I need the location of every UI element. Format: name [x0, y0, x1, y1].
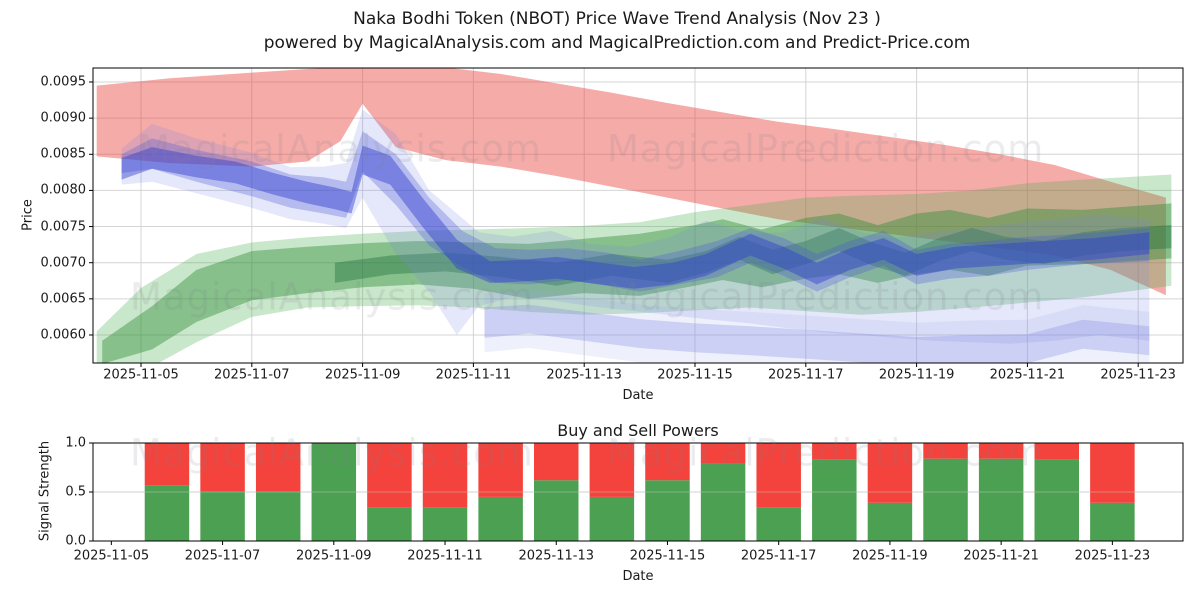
sell-bar-2025-11-22: [1034, 443, 1080, 460]
buy-bar-2025-11-21: [978, 458, 1024, 541]
sell-pressure-forecast-band: [96, 68, 1166, 296]
sell-bar-2025-11-17: [756, 443, 801, 508]
sell-bar-2025-11-10: [367, 443, 412, 508]
watermark-5: MagicalPrediction.com: [607, 431, 1045, 475]
power-xtick-2025-11-07: 2025-11-07: [184, 548, 261, 564]
price-ylabel: Price: [20, 199, 36, 231]
price-xtick-2025-11-17: 2025-11-17: [768, 367, 844, 383]
sell-bar-2025-11-13: [534, 443, 579, 481]
buy-bar-2025-11-08: [255, 492, 301, 541]
power-xtick-2025-11-19: 2025-11-19: [852, 548, 928, 564]
sell-bar-2025-11-15: [645, 443, 690, 481]
power-ytick-0.5: 0.5: [65, 484, 86, 500]
buy-bar-2025-11-16: [700, 463, 746, 541]
price-wave-band-core: [121, 145, 1150, 289]
price-xtick-2025-11-21: 2025-11-21: [989, 367, 1066, 383]
buy-bar-2025-11-09: [311, 443, 357, 541]
price-xtick-2025-11-11: 2025-11-11: [435, 367, 512, 383]
sell-bar-2025-11-18: [812, 443, 857, 460]
price-xtick-2025-11-19: 2025-11-19: [878, 367, 955, 383]
lower-forecast-band-outer: [484, 290, 1150, 363]
price-ytick-0.0080: 0.0080: [40, 182, 87, 198]
watermark-2: MagicalAnalysis.com: [130, 275, 534, 319]
watermark-0: MagicalAnalysis.com: [138, 127, 542, 171]
price-wave-band-outer: [121, 109, 1150, 344]
buy-bar-2025-11-20: [923, 458, 968, 541]
power-xtick-2025-11-21: 2025-11-21: [963, 548, 1039, 564]
power-xtick-2025-11-13: 2025-11-13: [518, 548, 595, 564]
price-ytick-0.0085: 0.0085: [40, 146, 87, 162]
price-ytick-0.0095: 0.0095: [40, 74, 87, 90]
sell-bar-2025-11-14: [589, 443, 635, 497]
sell-bar-2025-11-21: [978, 443, 1024, 459]
price-xtick-2025-11-15: 2025-11-15: [657, 367, 733, 383]
sell-bar-2025-11-11: [422, 443, 468, 508]
power-xtick-2025-11-17: 2025-11-17: [740, 548, 817, 564]
buy-bar-2025-11-07: [200, 492, 245, 541]
power-xtick-2025-11-23: 2025-11-23: [1074, 548, 1151, 564]
price-ytick-0.0090: 0.0090: [40, 110, 87, 126]
price-xtick-2025-11-23: 2025-11-23: [1100, 367, 1176, 383]
buy-bar-2025-11-19: [867, 502, 913, 541]
sell-bar-2025-11-20: [923, 443, 968, 459]
lower-forecast-band: [484, 304, 1150, 363]
watermark-3: MagicalPrediction.com: [607, 275, 1045, 319]
sell-bar-2025-11-19: [867, 443, 913, 503]
price-xtick-2025-11-05: 2025-11-05: [103, 367, 179, 383]
power-ylabel: Signal Strength: [37, 440, 53, 542]
buy-bar-2025-11-22: [1034, 459, 1080, 541]
power-chart-title: Buy and Sell Powers: [557, 421, 719, 440]
buy-bar-2025-11-11: [422, 507, 468, 541]
watermark-4: MagicalAnalysis.com: [130, 431, 534, 475]
buy-bar-2025-11-13: [534, 480, 579, 541]
price-wave-band-mid: [121, 131, 1150, 292]
price-xtick-2025-11-07: 2025-11-07: [214, 367, 290, 383]
sell-bar-2025-11-16: [700, 443, 746, 464]
power-xtick-2025-11-05: 2025-11-05: [73, 548, 150, 564]
sell-bar-2025-11-23: [1090, 443, 1135, 503]
power-xtick-2025-11-11: 2025-11-11: [407, 548, 483, 564]
watermark-1: MagicalPrediction.com: [607, 127, 1045, 171]
sell-bar-2025-11-07: [200, 443, 245, 492]
power-xlabel: Date: [622, 569, 654, 584]
price-xtick-2025-11-09: 2025-11-09: [324, 367, 401, 383]
buy-bar-2025-11-18: [812, 459, 857, 541]
figure-title: Naka Bodhi Token (NBOT) Price Wave Trend…: [353, 9, 881, 29]
buy-support-band-core: [334, 225, 1172, 286]
power-xtick-2025-11-09: 2025-11-09: [296, 548, 372, 564]
price-ytick-0.0065: 0.0065: [40, 291, 87, 307]
sell-bar-2025-11-12: [478, 443, 523, 497]
sell-bar-2025-11-08: [255, 443, 301, 492]
buy-bar-2025-11-06: [144, 485, 190, 541]
price-ytick-0.0060: 0.0060: [40, 327, 87, 343]
price-xtick-2025-11-13: 2025-11-13: [546, 367, 622, 383]
buy-bar-2025-11-17: [756, 507, 801, 541]
figure-subtitle-powered-by: powered by MagicalAnalysis.com and Magic…: [263, 33, 971, 53]
price-wave-bands: [96, 68, 1172, 363]
price-ytick-0.0075: 0.0075: [40, 219, 87, 235]
buy-support-band-outer: [96, 174, 1172, 363]
buy-support-band-mid: [102, 203, 1172, 363]
buy-bar-2025-11-10: [367, 507, 412, 541]
sell-bar-2025-11-06: [144, 443, 190, 486]
power-ytick-0.0: 0.0: [65, 533, 86, 549]
price-xlabel: Date: [622, 388, 654, 403]
buy-bar-2025-11-14: [589, 496, 635, 541]
power-ytick-1.0: 1.0: [65, 435, 86, 451]
buy-bar-2025-11-12: [478, 496, 523, 541]
buy-bar-2025-11-23: [1090, 502, 1135, 541]
buy-bar-2025-11-15: [645, 480, 690, 541]
power-xtick-2025-11-15: 2025-11-15: [629, 548, 706, 564]
price-ytick-0.0070: 0.0070: [40, 255, 87, 271]
